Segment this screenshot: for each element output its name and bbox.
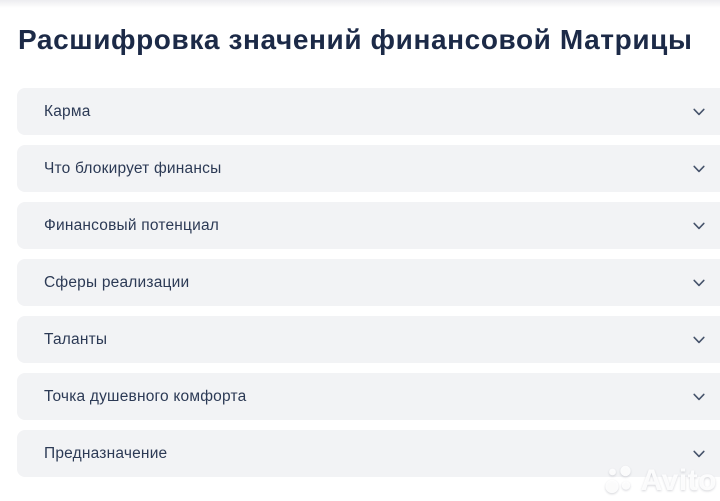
page-title: Расшифровка значений финансовой Матрицы (18, 24, 693, 55)
accordion-item-label: Точка душевного комфорта (44, 387, 247, 405)
accordion-item-label: Финансовый потенциал (44, 216, 220, 234)
accordion-item[interactable]: Сферы реализации (17, 259, 720, 306)
accordion-item-label: Таланты (44, 330, 108, 348)
accordion-item[interactable]: Что блокирует финансы (17, 145, 720, 192)
chevron-down-icon (693, 279, 705, 286)
accordion-item-label: Сферы реализации (44, 273, 190, 291)
accordion-item[interactable]: Карма (17, 88, 720, 135)
chevron-down-icon (693, 336, 705, 343)
accordion-item[interactable]: Предназначение (17, 430, 720, 477)
chevron-down-icon (693, 450, 705, 457)
accordion-item[interactable]: Финансовый потенциал (17, 202, 720, 249)
accordion-item-label: Предназначение (44, 444, 168, 462)
chevron-down-icon (693, 108, 705, 115)
accordion-item[interactable]: Таланты (17, 316, 720, 363)
accordion-item-label: Что блокирует финансы (44, 159, 222, 177)
accordion-item[interactable]: Точка душевного комфорта (17, 373, 720, 420)
chevron-down-icon (693, 222, 705, 229)
accordion-list: Карма Что блокирует финансы Финансовый п… (17, 88, 720, 487)
chevron-down-icon (693, 393, 705, 400)
accordion-item-label: Карма (44, 102, 91, 120)
top-edge-shadow (0, 0, 720, 8)
chevron-down-icon (693, 165, 705, 172)
